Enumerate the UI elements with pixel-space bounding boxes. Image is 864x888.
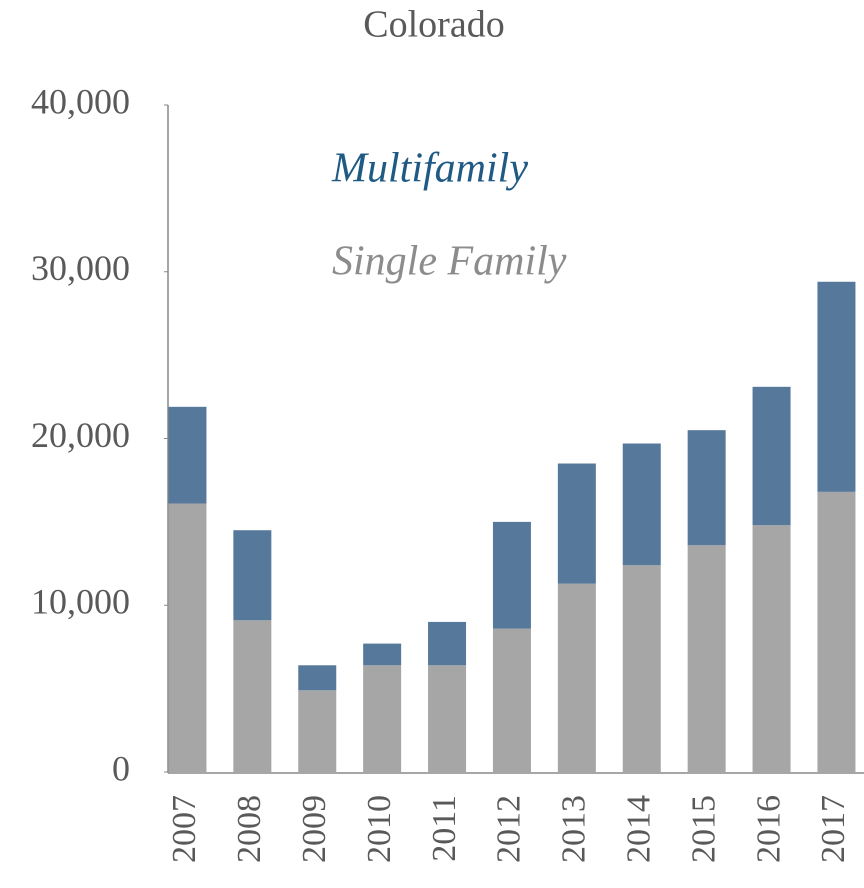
bar [233,620,272,772]
x-tick-label: 2016 [750,795,787,863]
x-tick-label: 2014 [621,795,658,863]
x-tick-label: 2010 [361,795,398,863]
bar [492,628,531,772]
legend-label: Multifamily [331,146,528,192]
bar [557,463,596,584]
bar [752,525,791,772]
x-tick-label: 2008 [231,795,268,863]
bar [622,565,661,772]
bar [687,545,726,772]
bar [168,503,207,772]
bar [492,521,531,629]
x-tick-label: 2017 [815,795,852,863]
y-tick-label: 20,000 [31,415,130,455]
bar [817,491,856,772]
x-tick-label: 2009 [296,795,333,863]
bar [622,443,661,566]
bar [233,530,272,621]
y-tick-label: 0 [112,748,130,788]
bar [428,665,467,772]
bar [817,281,856,492]
bar [752,386,791,526]
x-tick-label: 2011 [426,795,463,862]
bar [168,406,207,504]
y-tick-label: 40,000 [31,81,130,121]
bar [428,621,467,666]
bar [363,643,402,666]
x-tick-label: 2015 [685,795,722,863]
y-tick-label: 10,000 [31,582,130,622]
x-tick-label: 2007 [166,795,203,863]
y-tick-label: 30,000 [31,248,130,288]
x-tick-label: 2012 [491,795,528,863]
bar [687,430,726,546]
legend-label: Single Family [332,239,567,285]
x-tick-label: 2013 [556,795,593,863]
bar [557,583,596,772]
bar [363,665,402,772]
chart-title: Colorado [363,4,504,46]
bar [298,690,337,772]
bar [298,665,337,691]
